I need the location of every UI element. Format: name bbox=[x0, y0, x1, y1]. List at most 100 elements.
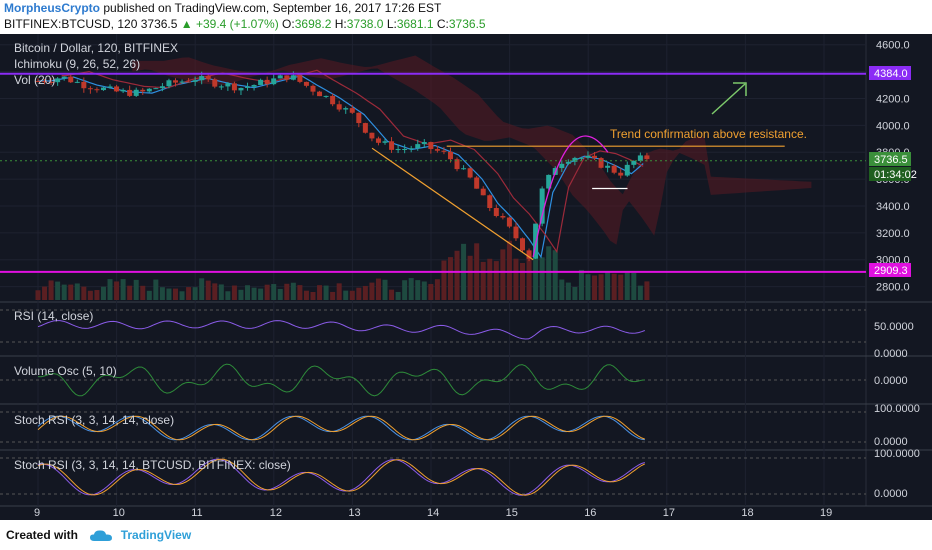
volume-bar-53 bbox=[382, 279, 388, 300]
volume-bar-69 bbox=[487, 258, 493, 300]
chart-canvas[interactable]: 2800.03000.03200.03400.03600.03800.04000… bbox=[0, 34, 932, 520]
candle-body-43 bbox=[317, 91, 323, 97]
volume-bar-46 bbox=[336, 283, 342, 300]
volume-bar-34 bbox=[258, 288, 264, 300]
ichimoku-lines bbox=[38, 69, 644, 259]
pane-rsi-label: RSI (14, close) bbox=[14, 309, 93, 323]
stoch2-tick-0: 0.0000 bbox=[874, 488, 908, 500]
candle-body-29 bbox=[225, 83, 231, 87]
up-arrow-head bbox=[733, 82, 747, 96]
author-name[interactable]: MorpheusCrypto bbox=[4, 1, 100, 15]
x-tick-9: 9 bbox=[34, 507, 40, 519]
open-label: O: bbox=[282, 17, 295, 31]
candle-body-36 bbox=[271, 78, 277, 85]
volume-bar-71 bbox=[500, 249, 506, 300]
candle-body-67 bbox=[474, 177, 480, 189]
volume-bar-9 bbox=[94, 290, 100, 300]
stoch1-tick-0: 0.0000 bbox=[874, 436, 908, 448]
volosc-tick-0: 0.0000 bbox=[874, 375, 908, 387]
tradingview-brand[interactable]: TradingView bbox=[120, 528, 192, 542]
rsi-tick-50: 50.0000 bbox=[874, 321, 914, 333]
y-tick-4600: 4600.0 bbox=[876, 40, 910, 52]
volume-bar-25 bbox=[199, 278, 205, 300]
volume-bar-83 bbox=[578, 269, 584, 300]
y-tick-2800: 2800.0 bbox=[876, 282, 910, 294]
candle-body-0 bbox=[35, 81, 41, 83]
candle-body-5 bbox=[68, 76, 74, 83]
candle-body-8 bbox=[87, 88, 93, 90]
countdown-tag bbox=[869, 167, 911, 181]
pane-volosc-label: Volume Osc (5, 10) bbox=[14, 364, 117, 378]
current-price-label: 3736.5 bbox=[874, 154, 908, 166]
volume-bar-68 bbox=[480, 261, 486, 300]
candle-body-68 bbox=[480, 188, 486, 196]
candle-body-55 bbox=[395, 149, 401, 151]
volume-bar-28 bbox=[218, 284, 224, 300]
volume-bar-26 bbox=[205, 280, 211, 300]
drawings bbox=[0, 72, 866, 273]
low-label: L: bbox=[386, 17, 397, 31]
current-price-tag bbox=[869, 152, 911, 166]
volume-bar-93 bbox=[644, 281, 650, 300]
volume-bar-90 bbox=[624, 272, 630, 300]
y-tick-4200: 4200.0 bbox=[876, 93, 910, 105]
last-price: 3736.5 bbox=[140, 17, 178, 31]
candle-body-14 bbox=[127, 89, 133, 96]
volume-bar-38 bbox=[284, 283, 290, 300]
volume-bar-22 bbox=[179, 291, 185, 300]
volume-bar-73 bbox=[513, 258, 519, 300]
volume-bar-70 bbox=[493, 261, 499, 300]
y-tick-3400: 3400.0 bbox=[876, 201, 910, 213]
candle-body-90 bbox=[624, 164, 630, 176]
candle-body-92 bbox=[637, 155, 643, 161]
countdown-label: 01:34:02 bbox=[874, 169, 917, 181]
support-price-tag bbox=[869, 263, 911, 277]
stoch1-tick-100: 100.0000 bbox=[874, 403, 920, 415]
candle-body-61 bbox=[434, 149, 440, 151]
candle-body-37 bbox=[277, 75, 283, 79]
stoch1-d-line bbox=[37, 415, 645, 441]
candle-body-18 bbox=[153, 88, 159, 90]
volume-bar-78 bbox=[546, 246, 552, 300]
candle-body-7 bbox=[81, 81, 87, 89]
volume-bar-61 bbox=[434, 279, 440, 300]
volume-bar-42 bbox=[310, 291, 316, 300]
candle-body-6 bbox=[74, 81, 80, 83]
high-value: 3738.0 bbox=[346, 17, 384, 31]
volume-bar-14 bbox=[127, 285, 133, 300]
y-tick-3000: 3000.0 bbox=[876, 255, 910, 267]
candle-body-74 bbox=[520, 238, 526, 251]
candle-body-16 bbox=[140, 89, 146, 92]
candle-body-28 bbox=[218, 86, 224, 88]
candle-body-84 bbox=[585, 155, 591, 158]
candle-body-59 bbox=[421, 142, 427, 145]
candle-body-19 bbox=[159, 86, 165, 89]
chart-area[interactable]: 2800.03000.03200.03400.03600.03800.04000… bbox=[0, 34, 932, 520]
stoch1-k-line bbox=[37, 415, 645, 441]
volume-bar-75 bbox=[526, 258, 532, 300]
volume-bar-8 bbox=[87, 290, 93, 300]
close-value: 3736.5 bbox=[448, 17, 486, 31]
footer: Created with TradingView bbox=[0, 520, 932, 550]
candle-body-21 bbox=[172, 80, 178, 83]
high-label: H: bbox=[334, 17, 347, 31]
volume-bar-7 bbox=[81, 286, 87, 300]
volume-bar-88 bbox=[611, 273, 617, 300]
indicator-ichimoku-label: Ichimoku (9, 26, 52, 26) bbox=[14, 57, 140, 71]
candle-body-85 bbox=[592, 155, 598, 159]
stoch2-tick-100: 100.0000 bbox=[874, 448, 920, 460]
indicator-volume-label: Vol (20) bbox=[14, 73, 55, 87]
volume-bar-91 bbox=[631, 272, 637, 300]
volume-bar-77 bbox=[539, 257, 545, 300]
volosc-line bbox=[37, 363, 645, 397]
candle-body-56 bbox=[402, 148, 408, 150]
volume-bar-76 bbox=[533, 258, 539, 300]
price-change: ▲ +39.4 (+1.07%) bbox=[180, 17, 279, 31]
candle-body-17 bbox=[146, 88, 152, 92]
x-tick-11: 11 bbox=[191, 507, 202, 519]
candle-body-35 bbox=[264, 79, 270, 85]
volume-bar-15 bbox=[133, 279, 139, 300]
volume-bar-72 bbox=[506, 240, 512, 300]
candle-body-20 bbox=[166, 80, 172, 87]
candle-body-47 bbox=[343, 108, 349, 110]
